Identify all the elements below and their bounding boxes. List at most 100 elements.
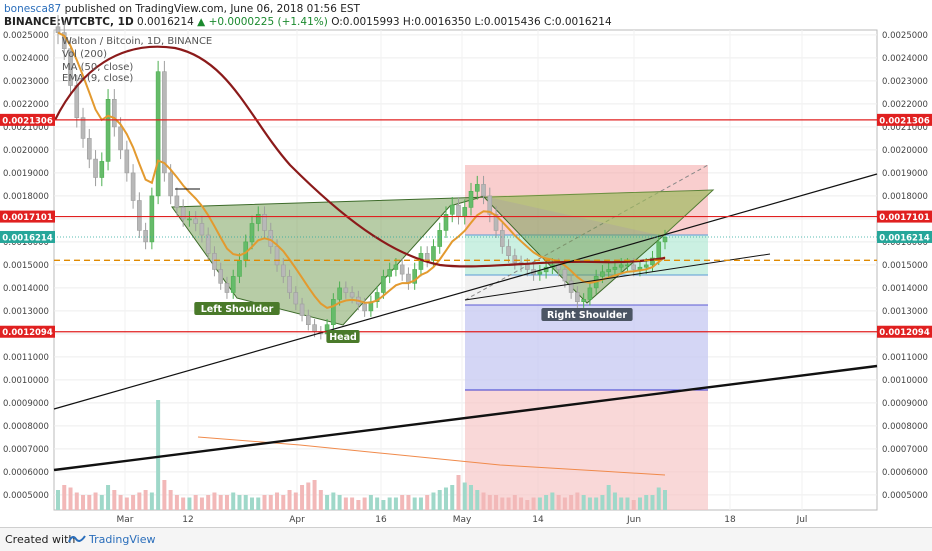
y-tick-left: 0.0020000	[3, 146, 49, 156]
candle	[468, 191, 474, 208]
candle	[99, 161, 105, 178]
volume-bar	[143, 490, 148, 510]
y-tick-left: 0.0011000	[3, 353, 49, 363]
volume-bars	[56, 400, 667, 510]
volume-bar	[162, 480, 167, 510]
volume-bar	[475, 490, 480, 510]
volume-bar	[62, 485, 67, 510]
volume-bar	[531, 497, 536, 510]
candle	[237, 259, 242, 277]
candle	[606, 269, 611, 273]
candle	[568, 280, 574, 293]
current-price-label-right: 0.0016214	[879, 233, 930, 243]
x-tick: Jun	[626, 515, 641, 525]
chart-header: bonesca87 published on TradingView.com, …	[0, 0, 932, 30]
volume-bar	[243, 495, 248, 510]
y-tick-left: 0.0019000	[3, 169, 49, 179]
candle	[86, 138, 92, 160]
volume-bar	[437, 490, 442, 510]
current-price-label-left-bg	[0, 230, 55, 243]
author-name[interactable]: bonesca87	[4, 3, 62, 15]
x-tick: May	[453, 515, 472, 525]
volume-bar	[481, 492, 486, 510]
candle	[537, 271, 543, 275]
volume-bar	[56, 490, 60, 510]
candle	[268, 230, 274, 247]
volume-bar	[106, 485, 111, 510]
volume-bar	[462, 482, 467, 510]
candle	[499, 230, 505, 247]
volume-bar	[187, 497, 192, 510]
candle	[399, 264, 405, 275]
y-tick-left: 0.0021000	[3, 123, 49, 133]
candle	[118, 126, 123, 151]
volume-bar	[587, 497, 592, 510]
volume-bar	[494, 495, 499, 510]
current-price-label-right-bg	[877, 230, 932, 243]
price-level-label-left-bg	[0, 210, 55, 223]
volume-bar	[544, 495, 549, 510]
volume-bar	[406, 495, 411, 510]
ohlc-values: O:0.0015993 H:0.0016350 L:0.0015436 C:0.…	[331, 16, 612, 28]
volume-bar	[650, 495, 655, 510]
price-level-label-left: 0.0012094	[2, 328, 53, 338]
price-change: ▲ +0.0000225 (+1.41%)	[197, 16, 328, 28]
pattern-label-bg	[541, 308, 633, 321]
candle	[506, 246, 511, 256]
volume-bar	[469, 485, 474, 510]
volume-bar	[74, 492, 79, 510]
candle	[412, 269, 417, 284]
pattern-label: Head	[329, 332, 357, 343]
y-tick-left: 0.0015000	[3, 261, 49, 271]
candle	[93, 158, 98, 178]
volume-bar	[556, 495, 561, 510]
volume-bar	[224, 495, 229, 510]
annotations: Left Shoulder Head Right Shoulder	[194, 302, 633, 343]
pattern-label: Left Shoulder	[201, 304, 274, 315]
candle	[80, 117, 86, 139]
candle	[124, 149, 130, 174]
volume-bar	[362, 497, 367, 510]
volume-bar	[412, 497, 417, 510]
y-tick-right: 0.0013000	[882, 307, 928, 317]
volume-bar	[231, 492, 236, 510]
candle	[474, 184, 480, 192]
y-tick-right: 0.0008000	[882, 422, 928, 432]
vol-overlay: Vol (200)	[62, 49, 107, 60]
x-tick: 18	[724, 515, 736, 525]
volume-bar	[199, 497, 204, 510]
y-tick-right: 0.0019000	[882, 169, 928, 179]
volume-bar	[306, 482, 311, 510]
ema9-line	[57, 31, 666, 309]
candle	[481, 184, 486, 197]
volume-bar	[112, 490, 117, 510]
volume-bar	[87, 495, 92, 510]
candle	[187, 218, 192, 221]
volume-bar	[99, 495, 104, 510]
volume-bar	[137, 492, 142, 510]
candle	[212, 253, 217, 270]
candle	[249, 223, 255, 243]
candle	[349, 292, 355, 298]
volume-bar	[519, 497, 524, 510]
volume-bar	[343, 497, 348, 510]
candle	[230, 276, 236, 293]
candle	[68, 48, 73, 86]
symbol-overlay: Walton / Bitcoin, 1D, BINANCE	[62, 36, 212, 47]
candle	[55, 26, 61, 33]
tradingview-logo-icon	[68, 535, 86, 543]
volume-bar	[387, 497, 392, 510]
volume-bar	[631, 500, 636, 510]
y-tick-right: 0.0005000	[882, 491, 928, 501]
candle	[168, 172, 173, 197]
price-axes: 0.0005000 0.0005000 0.0006000 0.0006000 0.00…	[0, 31, 932, 525]
candle	[424, 253, 430, 261]
candle	[180, 207, 186, 220]
candle	[199, 223, 205, 236]
y-tick-left: 0.0025000	[3, 31, 49, 41]
tradingview-link[interactable]: TradingView	[89, 533, 156, 546]
volume-bar	[206, 495, 211, 510]
candle	[575, 292, 580, 302]
candle	[562, 269, 568, 282]
